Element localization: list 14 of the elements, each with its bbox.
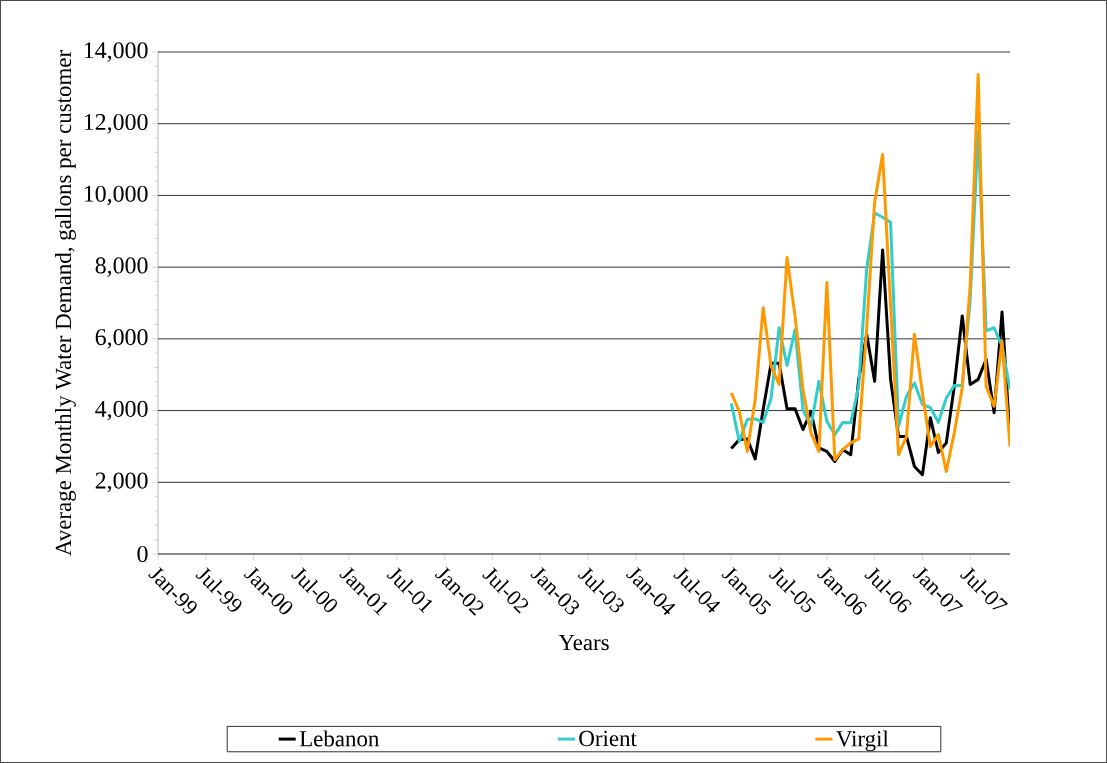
line-series <box>729 73 1011 474</box>
y-tick-label: 14,000 <box>84 42 148 62</box>
y-axis-title: Average Monthly Water Demand, gallons per customer <box>55 50 76 556</box>
y-tick-label: 10,000 <box>84 185 148 206</box>
y-tick-label: 0 <box>137 545 148 563</box>
y-tick-label: 2,000 <box>95 472 148 493</box>
y-tick-label: 4,000 <box>95 400 148 421</box>
y-tick-label: 6,000 <box>95 329 148 349</box>
legend-label: Orient <box>579 730 637 747</box>
legend-label: Virgil <box>836 730 889 752</box>
y-tick-label: 8,000 <box>95 257 148 277</box>
legend-label: Lebanon <box>299 730 380 747</box>
y-tick-label: 12,000 <box>84 113 148 134</box>
x-axis-title: Years <box>558 634 609 651</box>
